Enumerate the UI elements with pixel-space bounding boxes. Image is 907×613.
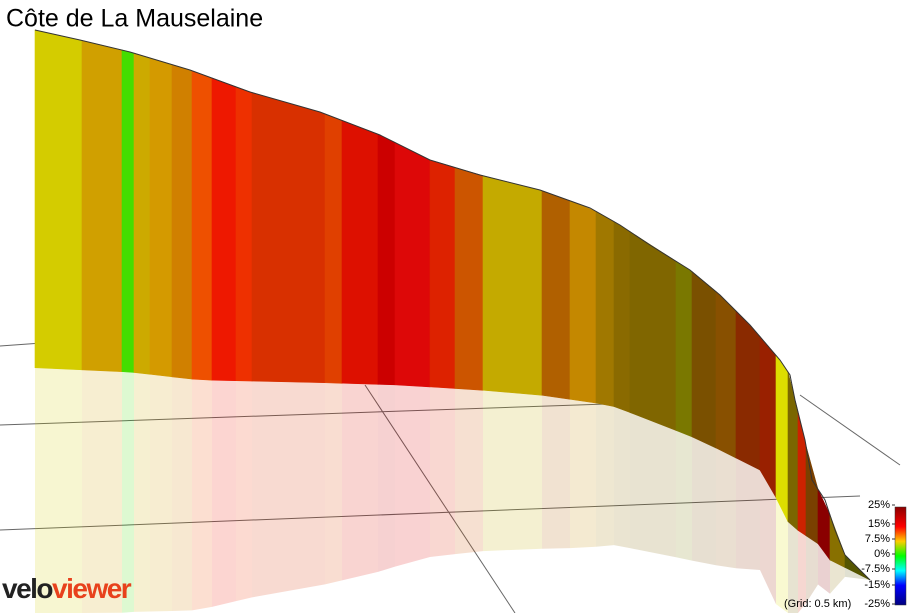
segment [133,52,151,375]
profile-edge [34,29,871,581]
segment [613,221,631,413]
segment [454,167,484,391]
logo: veloviewer [2,573,132,604]
segment [595,210,615,407]
reflection [830,560,845,594]
reflection [342,383,378,581]
reflection [378,384,395,572]
segment [121,49,135,373]
legend: 25% 15% 7.5% 0% -7.5% -15% -25% [861,499,895,610]
color-bar [894,506,907,606]
reflection [630,412,676,558]
segment [149,57,173,378]
logo-part: viewer [52,573,132,604]
segment [691,271,717,449]
segment [429,159,456,389]
segment [482,175,543,396]
segment [775,354,789,522]
reflection [325,382,342,585]
segment [629,231,677,431]
reflection [776,497,788,613]
reflection [35,367,82,613]
reflection [430,386,455,558]
segment [251,92,326,384]
reflection [252,381,325,598]
reflection [716,448,736,569]
segment [787,371,799,531]
reflection [236,380,252,602]
reflection [134,372,150,612]
reflection [82,369,122,613]
reflection [483,390,542,552]
reflection [806,535,818,604]
segment [377,133,396,386]
tick-label: 7.5% [865,533,890,545]
segment [81,40,123,372]
reflection [395,384,430,567]
segment [797,411,807,537]
reflection [542,395,570,549]
segment [541,190,571,400]
reflection [736,458,760,570]
segment [341,119,379,385]
reflection [455,388,483,555]
reflection [798,530,806,613]
grid-line [364,384,516,613]
grid-note: (Grid: 0.5 km) [784,598,851,610]
reflection [212,380,236,607]
segment [715,290,737,459]
reflection [150,374,172,612]
reflection [676,430,692,561]
tick-label: 25% [868,499,890,511]
segment [394,142,431,388]
segment [191,70,213,381]
reflection [614,406,630,549]
segment [735,310,761,471]
segment [171,64,193,380]
reflection [122,371,134,613]
segment [34,29,83,371]
logo-part: velo [2,573,53,604]
segment [759,335,777,499]
tick-label: -7.5% [861,563,890,575]
tick-label: -25% [864,598,890,610]
profile-wall [34,29,871,613]
segment [235,86,253,382]
segment [675,260,693,438]
reflection [692,436,716,566]
reflection [172,376,192,611]
grid-line [0,495,861,531]
segment [569,200,597,404]
reflection [596,403,614,547]
tick-label: 0% [874,548,890,560]
reflection [760,470,776,605]
segment [211,77,237,382]
reflection [570,399,596,549]
grid-line [799,394,901,466]
reflection [192,379,212,611]
title: Côte de La Mauselaine [6,5,263,33]
tick-label: -15% [864,579,890,591]
segment [805,445,819,545]
segment [324,113,343,384]
reflection [788,521,798,613]
tick-label: 15% [868,518,890,530]
